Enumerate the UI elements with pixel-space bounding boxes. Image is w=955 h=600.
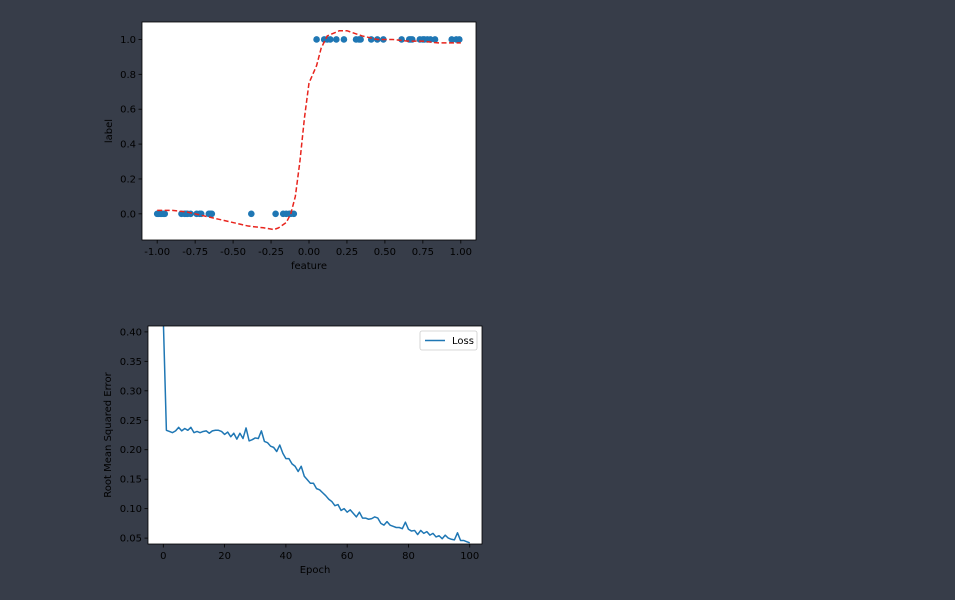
scatter-point [208, 210, 216, 218]
x-tick-label: -0.75 [182, 247, 208, 258]
loss-x-axis-label: Epoch [300, 565, 331, 576]
y-tick-label: 0.30 [120, 386, 142, 397]
scatter-point [161, 210, 169, 218]
y-tick-label: 0.2 [120, 174, 136, 185]
scatter-point [313, 36, 320, 43]
scatter-y-axis-label: label [104, 119, 115, 143]
y-tick-label: 0.8 [120, 70, 136, 81]
loss-y-axis-label: Root Mean Squared Error [103, 371, 114, 497]
scatter-point [272, 210, 279, 218]
y-tick-label: 0.25 [120, 416, 142, 427]
x-tick-label: 0.00 [298, 247, 320, 258]
y-tick-label: 0.40 [120, 327, 142, 338]
x-tick-label: 100 [460, 551, 479, 562]
x-tick-label: -0.25 [258, 247, 284, 258]
loss-axes-frame [147, 325, 483, 545]
loss-chart: 0 20 40 60 80 100 0.05 0.10 0.15 0.20 0.25 0.30 0.35… [103, 325, 483, 576]
loss-data-layer [162, 326, 471, 544]
y-tick-label: 0.0 [120, 209, 136, 220]
scatter-x-axis-label: feature [291, 261, 327, 272]
scatter-point [326, 36, 334, 43]
scatter-point [448, 36, 456, 43]
scatter-data-layer [153, 29, 463, 231]
x-tick-label: 0.75 [412, 247, 434, 258]
x-tick-label: 0.50 [374, 247, 396, 258]
x-tick-label: 0.25 [336, 247, 358, 258]
y-tick-label: 0.05 [120, 534, 142, 545]
scatter-point [431, 36, 439, 43]
legend-label: Loss [452, 336, 474, 347]
y-tick-label: 0.20 [120, 445, 142, 456]
y-tick-label: 0.35 [120, 357, 142, 368]
scatter-point [398, 36, 405, 43]
x-tick-label: -0.50 [220, 247, 246, 258]
scatter-chart: -1.00 -0.75 -0.50 -0.25 0.00 0.25 0.50 0.75 1.00… [104, 21, 477, 272]
loss-plot-area [148, 326, 482, 544]
scatter-point [333, 36, 340, 43]
y-tick-label: 0.4 [120, 140, 136, 151]
scatter-point [427, 36, 434, 43]
x-tick-label: 1.00 [450, 247, 472, 258]
y-tick-label: 0.15 [120, 475, 142, 486]
x-tick-label: 0 [160, 551, 166, 562]
y-tick-label: 1.0 [120, 35, 136, 46]
y-tick-label: 0.10 [120, 504, 142, 515]
scatter-point [340, 36, 348, 43]
legend: Loss [419, 330, 478, 351]
x-tick-label: 80 [402, 551, 415, 562]
scatter-point [290, 210, 298, 218]
fit-curve-line [157, 29, 461, 231]
x-tick-label: -1.00 [144, 247, 170, 258]
y-tick-label: 0.6 [120, 105, 136, 116]
x-tick-label: 20 [218, 551, 231, 562]
scatter-point [456, 36, 463, 43]
x-tick-label: 40 [280, 551, 293, 562]
legend-box [419, 330, 478, 351]
scatter-point [248, 210, 255, 218]
x-tick-label: 60 [341, 551, 354, 562]
loss-series-line [162, 326, 471, 544]
scatter-point [357, 36, 364, 43]
scatter-plot-area [142, 22, 476, 240]
